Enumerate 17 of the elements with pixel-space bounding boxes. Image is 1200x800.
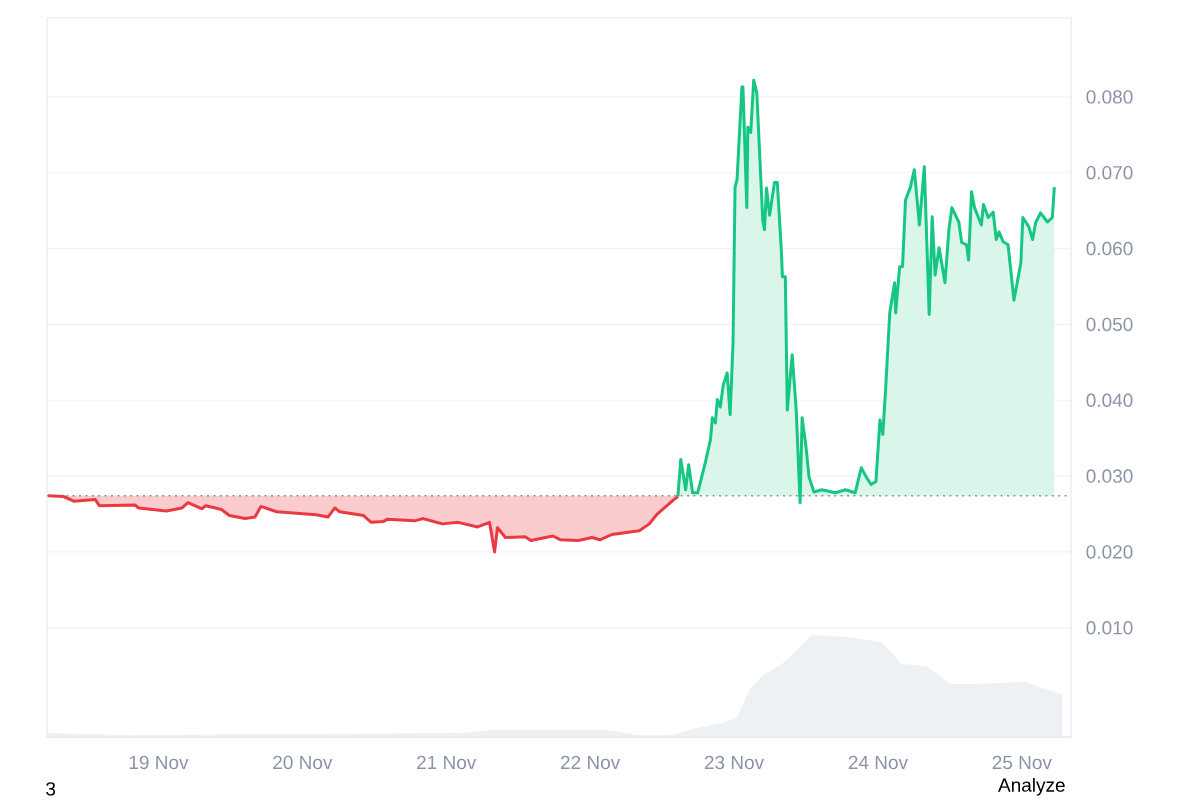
x-tick-label: 22 Nov [560, 755, 621, 770]
x-tick-label: 19 Nov [129, 755, 189, 770]
x-tick-label: 25 Nov [992, 755, 1052, 770]
y-tick-label: 0.060 [1086, 241, 1133, 256]
y-tick-label: 0.040 [1086, 393, 1133, 407]
x-tick-label: 23 Nov [704, 755, 765, 770]
y-tick-label: 0.080 [1086, 90, 1133, 104]
x-tick-label: 20 Nov [273, 755, 333, 770]
y-tick-label: 0.020 [1086, 545, 1133, 559]
text: Analyze [998, 777, 1065, 796]
y-tick-label: 0.070 [1086, 166, 1133, 180]
y-tick-label: 0.050 [1086, 317, 1133, 332]
text: 3 [46, 782, 56, 796]
y-tick-label: 0.030 [1086, 469, 1133, 483]
y-tick-label: 0.010 [1086, 621, 1133, 635]
x-tick-label: 21 Nov [417, 755, 477, 770]
x-tick-label: 24 Nov [848, 755, 908, 770]
